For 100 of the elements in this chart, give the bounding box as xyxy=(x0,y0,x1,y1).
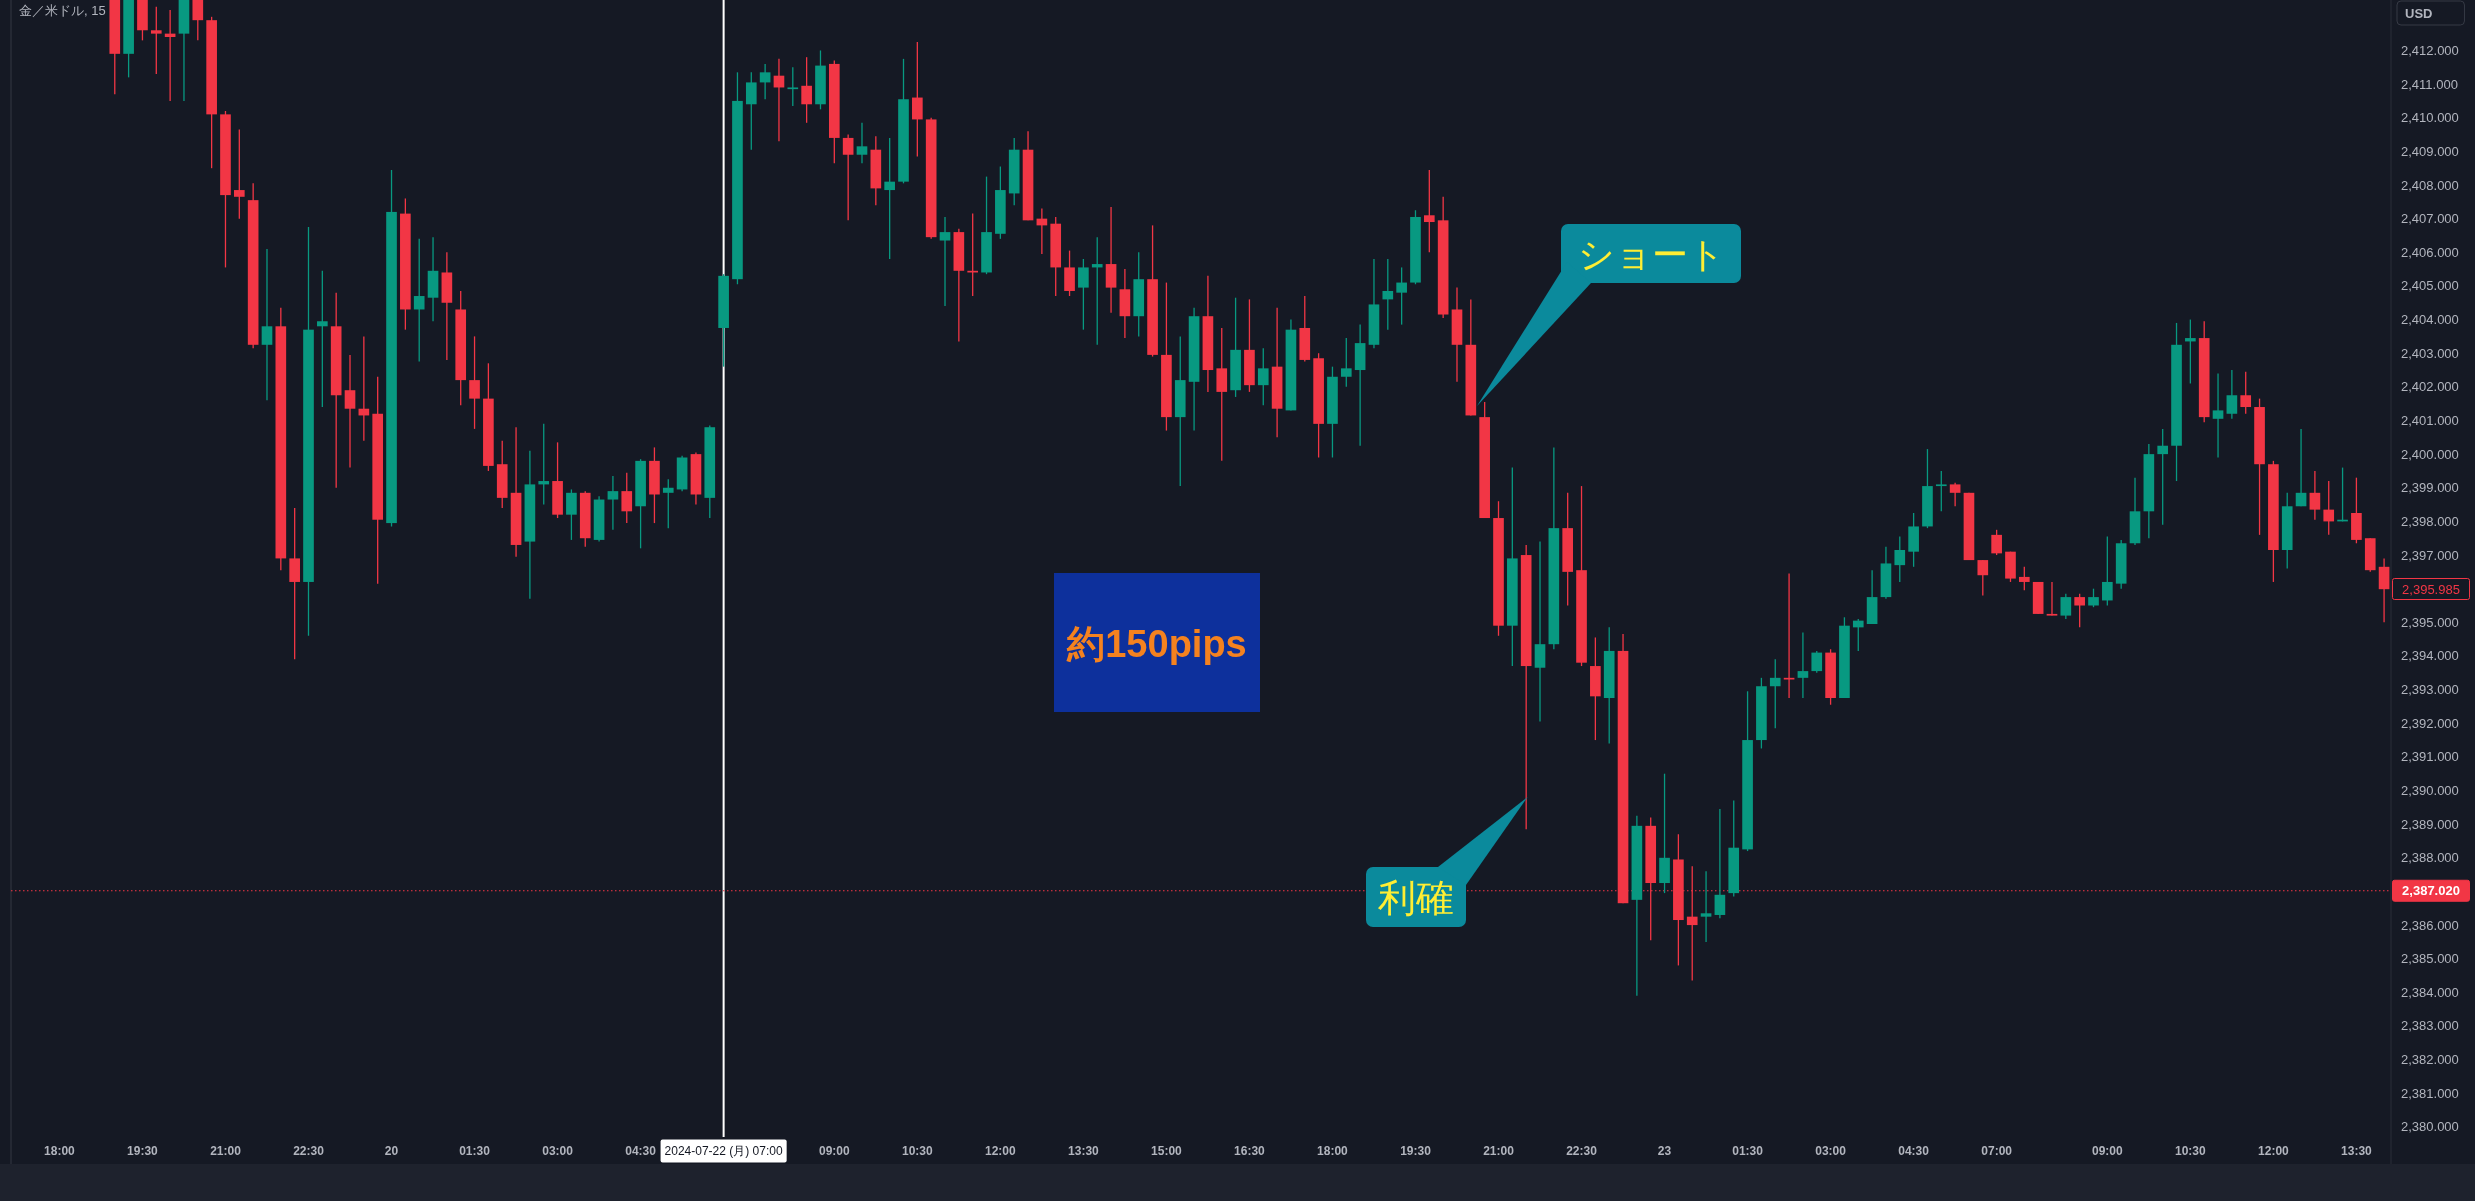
x-tick-label: 12:00 xyxy=(985,1144,1017,1158)
candlestick xyxy=(912,41,923,158)
candlestick xyxy=(2378,557,2390,623)
candlestick xyxy=(1769,658,1781,729)
ref-line-label: 2,387.020 xyxy=(2402,883,2460,899)
annotation: 利確 xyxy=(1378,877,1454,919)
chart-title: 金／米ドル, 15 xyxy=(19,2,106,18)
x-tick-label: 22:30 xyxy=(1566,1144,1598,1158)
candlestick xyxy=(2309,470,2321,521)
candlestick xyxy=(1423,169,1435,253)
y-tick-label: 2,395.000 xyxy=(2401,614,2459,630)
y-tick-label: 2,397.000 xyxy=(2401,547,2459,563)
x-tick-label: 04:30 xyxy=(1898,1144,1930,1158)
x-tick-label: 12:00 xyxy=(2258,1144,2290,1158)
candlestick xyxy=(745,71,757,151)
candlestick xyxy=(939,216,951,307)
candlestick xyxy=(2102,535,2113,607)
candlestick xyxy=(2074,593,2085,629)
x-tick-label: 15:00 xyxy=(1151,1144,1183,1158)
candlestick xyxy=(2088,588,2099,608)
x-tick-label: 10:30 xyxy=(2175,1144,2207,1158)
candlestick xyxy=(801,56,812,124)
candlestick xyxy=(2046,581,2058,617)
x-tick-label: 01:30 xyxy=(1732,1144,1764,1158)
candlestick xyxy=(1949,482,1961,507)
x-tick-label: 09:00 xyxy=(2091,1144,2123,1158)
y-tick-label: 2,384.000 xyxy=(2401,984,2459,1000)
candlestick xyxy=(1534,540,1546,723)
y-tick-label: 2,385.000 xyxy=(2401,951,2459,967)
candlestick xyxy=(1396,266,1407,326)
candlestick xyxy=(1714,808,1726,919)
y-tick-label: 2,408.000 xyxy=(2401,177,2459,193)
x-tick-label: 16:30 xyxy=(1234,1144,1266,1158)
candlestick xyxy=(192,0,204,42)
candlestick xyxy=(1091,236,1103,346)
candlestick xyxy=(150,6,162,75)
text: 2,395.985 xyxy=(2402,581,2460,597)
candlestick xyxy=(2185,318,2196,385)
x-tick-label: 20 xyxy=(384,1144,399,1158)
candlestick xyxy=(1078,258,1089,331)
candlestick xyxy=(1852,618,1864,652)
x-tick-label: 13:30 xyxy=(2341,1144,2373,1158)
x-tick-label: 09:00 xyxy=(818,1144,850,1158)
y-tick-label: 2,412.000 xyxy=(2401,42,2459,58)
candlestick xyxy=(2240,371,2252,415)
candlestick xyxy=(856,122,868,164)
x-tick-label: 21:00 xyxy=(210,1144,242,1158)
candlestick xyxy=(2060,593,2072,620)
x-tick-label: 03:00 xyxy=(1815,1144,1847,1158)
y-tick-label: 2,388.000 xyxy=(2401,850,2459,866)
candlestick xyxy=(469,335,480,430)
y-tick-label: 2,410.000 xyxy=(2401,110,2459,126)
x-tick-label: 07:00 xyxy=(1981,1144,2013,1158)
candlestick xyxy=(566,488,577,541)
y-tick-label: 2,405.000 xyxy=(2401,278,2459,294)
candlestick xyxy=(787,66,799,107)
y-axis-title: USD xyxy=(2405,5,2433,21)
candlestick xyxy=(1340,337,1352,388)
candlestick xyxy=(1783,572,1795,699)
y-tick-label: 2,404.000 xyxy=(2401,312,2459,328)
y-tick-label: 2,406.000 xyxy=(2401,244,2459,260)
x-tick-label: 01:30 xyxy=(459,1144,491,1158)
candlestick xyxy=(884,137,895,260)
x-tick-label: 19:30 xyxy=(127,1144,159,1158)
y-tick-label: 2,400.000 xyxy=(2401,446,2459,462)
candlestick xyxy=(662,478,674,529)
x-tick-label: 18:00 xyxy=(44,1144,76,1158)
y-tick-label: 2,389.000 xyxy=(2401,816,2459,832)
candlestick xyxy=(1811,650,1823,674)
y-tick-label: 2,383.000 xyxy=(2401,1018,2459,1034)
y-tick-label: 2,386.000 xyxy=(2401,917,2459,933)
candlestick xyxy=(233,128,245,220)
x-tick-label: 2024-07-22 (月) 07:00 xyxy=(664,1144,783,1158)
y-tick-label: 2,393.000 xyxy=(2401,682,2459,698)
y-tick-label: 2,382.000 xyxy=(2401,1052,2459,1068)
candlestick xyxy=(2018,566,2030,592)
annotation: 約150pips xyxy=(1066,622,1247,665)
candlestick xyxy=(621,471,633,524)
candlestick xyxy=(1991,529,2002,556)
candlestick xyxy=(1700,870,1712,943)
x-tick-label: 04:30 xyxy=(625,1144,657,1158)
candlestick xyxy=(1894,535,1906,583)
x-tick-label: 19:30 xyxy=(1400,1144,1432,1158)
y-tick-label: 2,398.000 xyxy=(2401,513,2459,529)
candlestick xyxy=(842,133,854,221)
candlestick xyxy=(2226,369,2238,420)
y-tick-label: 2,407.000 xyxy=(2401,211,2459,227)
candlestick xyxy=(2212,372,2224,459)
x-tick-label: 21:00 xyxy=(1483,1144,1515,1158)
x-tick-label: 03:00 xyxy=(542,1144,574,1158)
y-tick-label: 2,402.000 xyxy=(2401,379,2459,395)
candlestick xyxy=(317,270,328,408)
candlestick xyxy=(261,248,273,401)
y-tick-label: 2,381.000 xyxy=(2401,1085,2459,1101)
candlestick xyxy=(2295,428,2307,507)
annotation: ショート xyxy=(1577,234,1725,275)
candlestick xyxy=(2157,428,2169,526)
y-tick-label: 2,401.000 xyxy=(2401,412,2459,428)
candlestick xyxy=(1064,249,1075,297)
candlestick xyxy=(1797,631,1809,699)
